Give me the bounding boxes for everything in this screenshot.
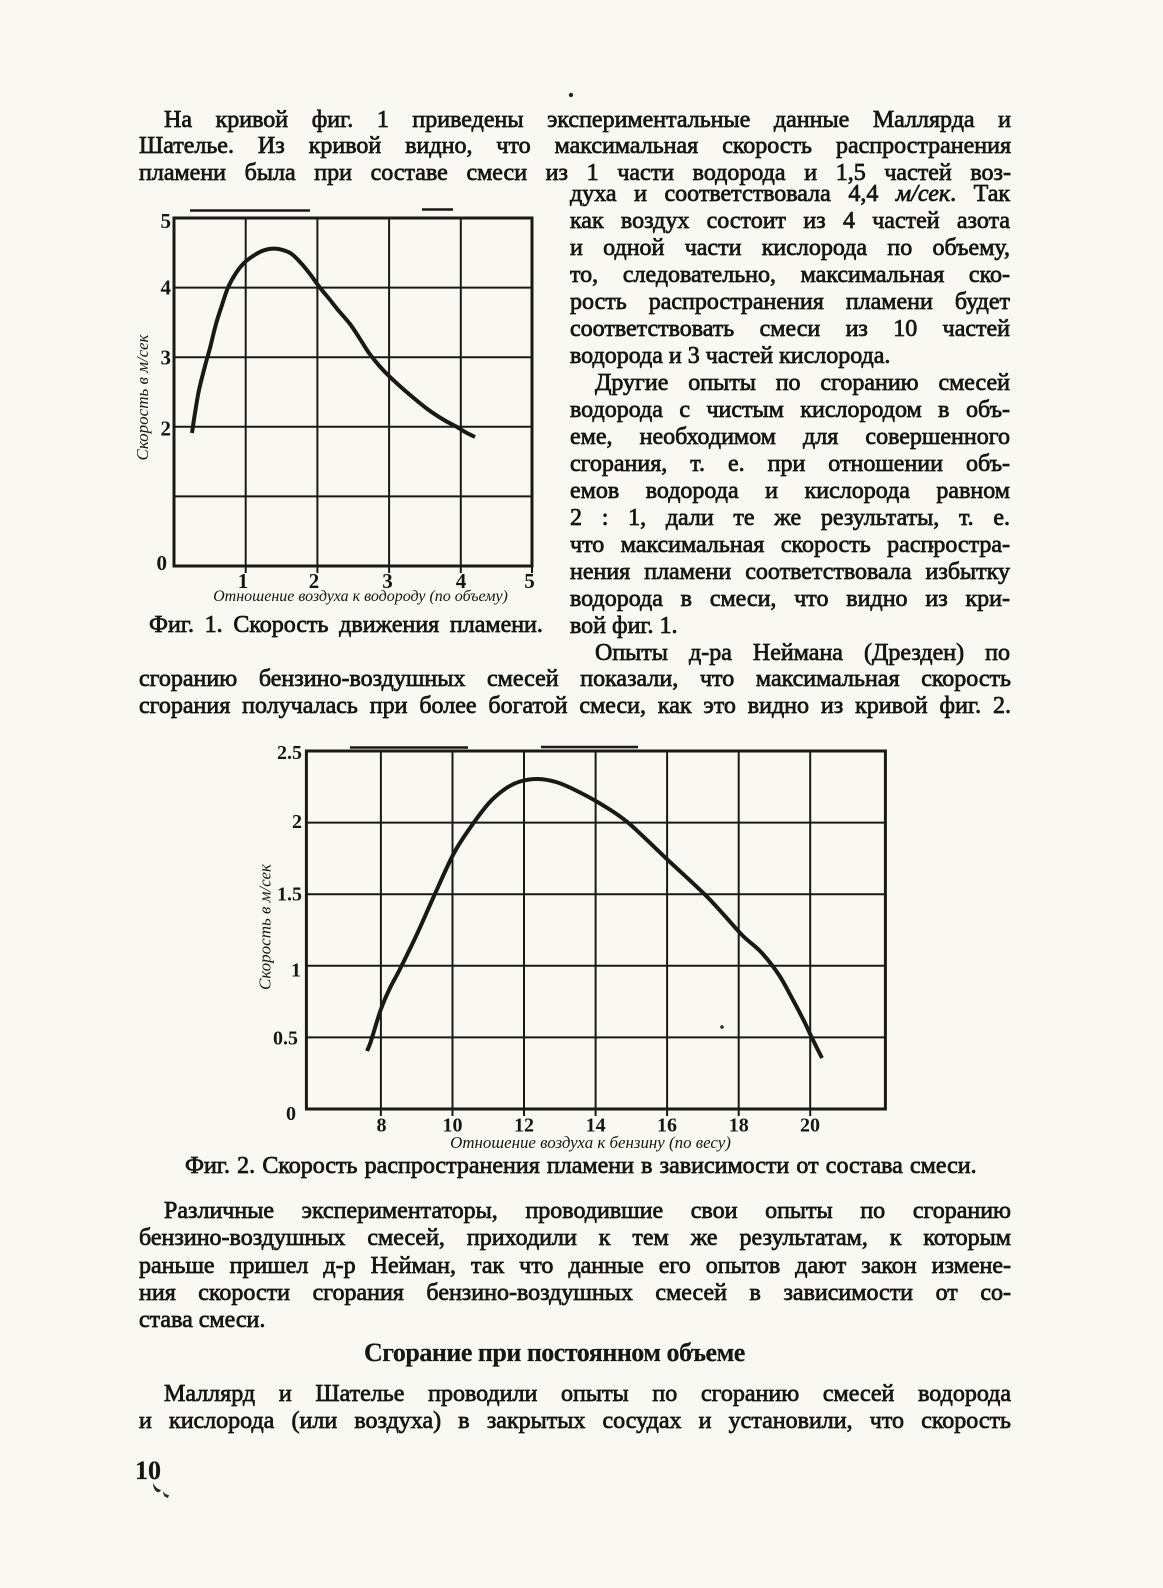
svg-text:2: 2 <box>161 417 172 441</box>
svg-text:0: 0 <box>157 551 168 575</box>
svg-text:Скорость в м/сек: Скорость в м/сек <box>256 863 275 990</box>
svg-text:1: 1 <box>291 960 301 982</box>
svg-text:5: 5 <box>524 569 535 593</box>
svg-text:12: 12 <box>514 1115 534 1137</box>
svg-text:5: 5 <box>161 209 172 233</box>
svg-text:4: 4 <box>456 569 467 593</box>
svg-text:10: 10 <box>443 1115 463 1137</box>
svg-text:14: 14 <box>586 1115 606 1137</box>
svg-text:2: 2 <box>309 569 320 593</box>
svg-text:0.5: 0.5 <box>273 1028 298 1050</box>
svg-text:8: 8 <box>377 1115 387 1137</box>
svg-text:16: 16 <box>657 1115 677 1137</box>
svg-text:Отношение воздуха к бензину (п: Отношение воздуха к бензину (по весу) <box>450 1133 731 1152</box>
svg-text:0: 0 <box>286 1103 296 1125</box>
svg-text:2: 2 <box>292 811 302 833</box>
svg-text:1.5: 1.5 <box>277 884 302 906</box>
svg-text:3: 3 <box>161 346 172 370</box>
svg-text:20: 20 <box>800 1115 820 1137</box>
svg-text:3: 3 <box>382 569 393 593</box>
svg-text:2.5: 2.5 <box>277 742 302 764</box>
svg-text:18: 18 <box>729 1115 749 1137</box>
svg-text:Скорость в м/сек: Скорость в м/сек <box>133 333 152 460</box>
svg-text:4: 4 <box>161 276 172 300</box>
svg-text:1: 1 <box>238 569 249 593</box>
svg-text:Отношение воздуха к водороду (: Отношение воздуха к водороду (по объему) <box>213 588 508 605</box>
